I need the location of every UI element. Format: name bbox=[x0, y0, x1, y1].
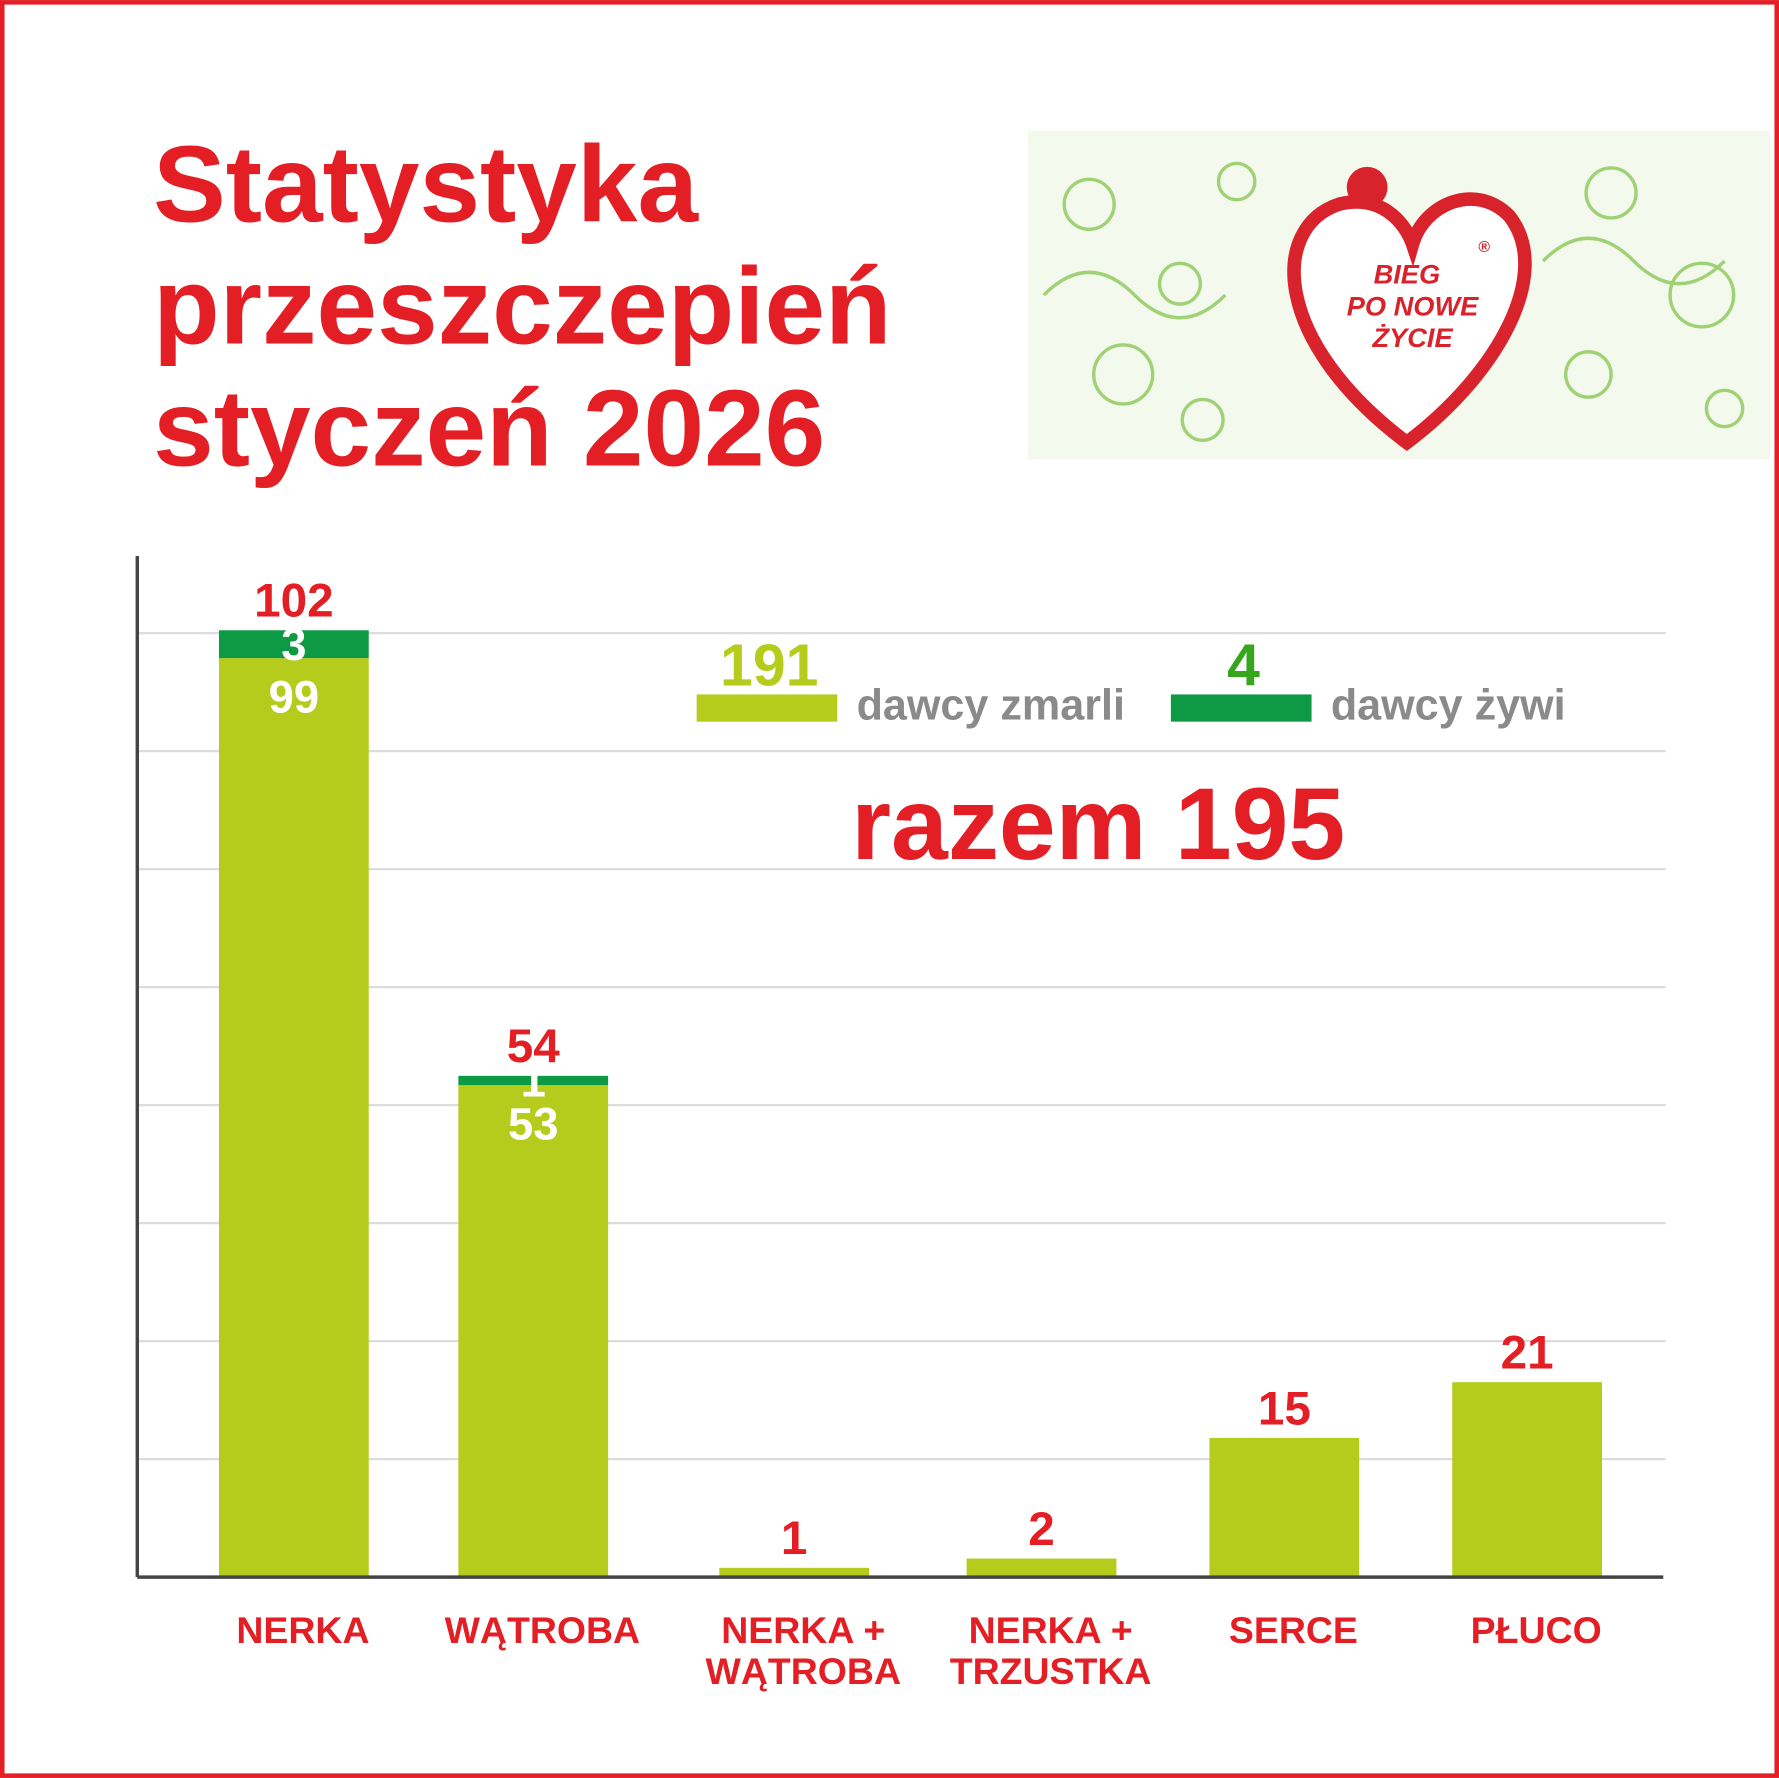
x-tick-label: NERKA bbox=[236, 1609, 369, 1651]
total-label: 2 bbox=[1028, 1503, 1055, 1556]
grand-total-value: 195 bbox=[1175, 767, 1345, 881]
legend-swatch bbox=[696, 694, 838, 722]
grand-total-label: razem bbox=[851, 767, 1146, 881]
legend-total: 191 bbox=[720, 632, 818, 698]
logo-ornament bbox=[1042, 161, 1745, 442]
x-tick-label: NERKA + TRZUSTKA bbox=[950, 1609, 1152, 1692]
segment-label: 53 bbox=[508, 1099, 558, 1150]
logo: BIEG PO NOWE ŻYCIE ® bbox=[1027, 130, 1770, 460]
bar-segment bbox=[719, 1567, 870, 1578]
x-tick-label: WĄTROBA bbox=[445, 1609, 640, 1651]
bar-segment bbox=[1209, 1437, 1360, 1578]
bar-segment bbox=[218, 630, 369, 659]
total-label: 21 bbox=[1501, 1327, 1554, 1380]
logo-mark: ® bbox=[1478, 239, 1490, 256]
total-label: 54 bbox=[507, 1020, 560, 1073]
legend-label: dawcy zmarli bbox=[857, 681, 1125, 729]
grand-total: razem 195 bbox=[851, 767, 1345, 881]
x-tick-label: PŁUCO bbox=[1471, 1609, 1602, 1651]
legend-swatch bbox=[1170, 694, 1312, 722]
logo-heart bbox=[1287, 192, 1532, 452]
bar-segment bbox=[1452, 1382, 1603, 1578]
bar-segment bbox=[458, 1085, 609, 1578]
total-label: 102 bbox=[254, 575, 334, 628]
segment-label: 99 bbox=[269, 672, 319, 723]
bar-segment bbox=[458, 1075, 609, 1086]
segment-label: 1 bbox=[521, 1055, 546, 1106]
logo-figure bbox=[1346, 166, 1388, 208]
total-label: 1 bbox=[781, 1512, 808, 1565]
legend-label: dawcy żywi bbox=[1331, 681, 1566, 729]
segment-label: 3 bbox=[281, 619, 306, 670]
x-tick-label: SERCE bbox=[1229, 1609, 1358, 1651]
total-label: 15 bbox=[1258, 1382, 1311, 1435]
bar-segment bbox=[966, 1558, 1117, 1578]
bar-segment bbox=[218, 658, 369, 1578]
chart-title: Statystyka przeszczepień styczeń 2026 bbox=[153, 123, 891, 489]
legend-total: 4 bbox=[1227, 632, 1260, 698]
x-tick-label: NERKA + WĄTROBA bbox=[706, 1609, 901, 1692]
logo-text: BIEG bbox=[1374, 259, 1441, 290]
logo-text: ŻYCIE bbox=[1371, 322, 1453, 353]
logo-text: PO NOWE bbox=[1347, 290, 1479, 321]
